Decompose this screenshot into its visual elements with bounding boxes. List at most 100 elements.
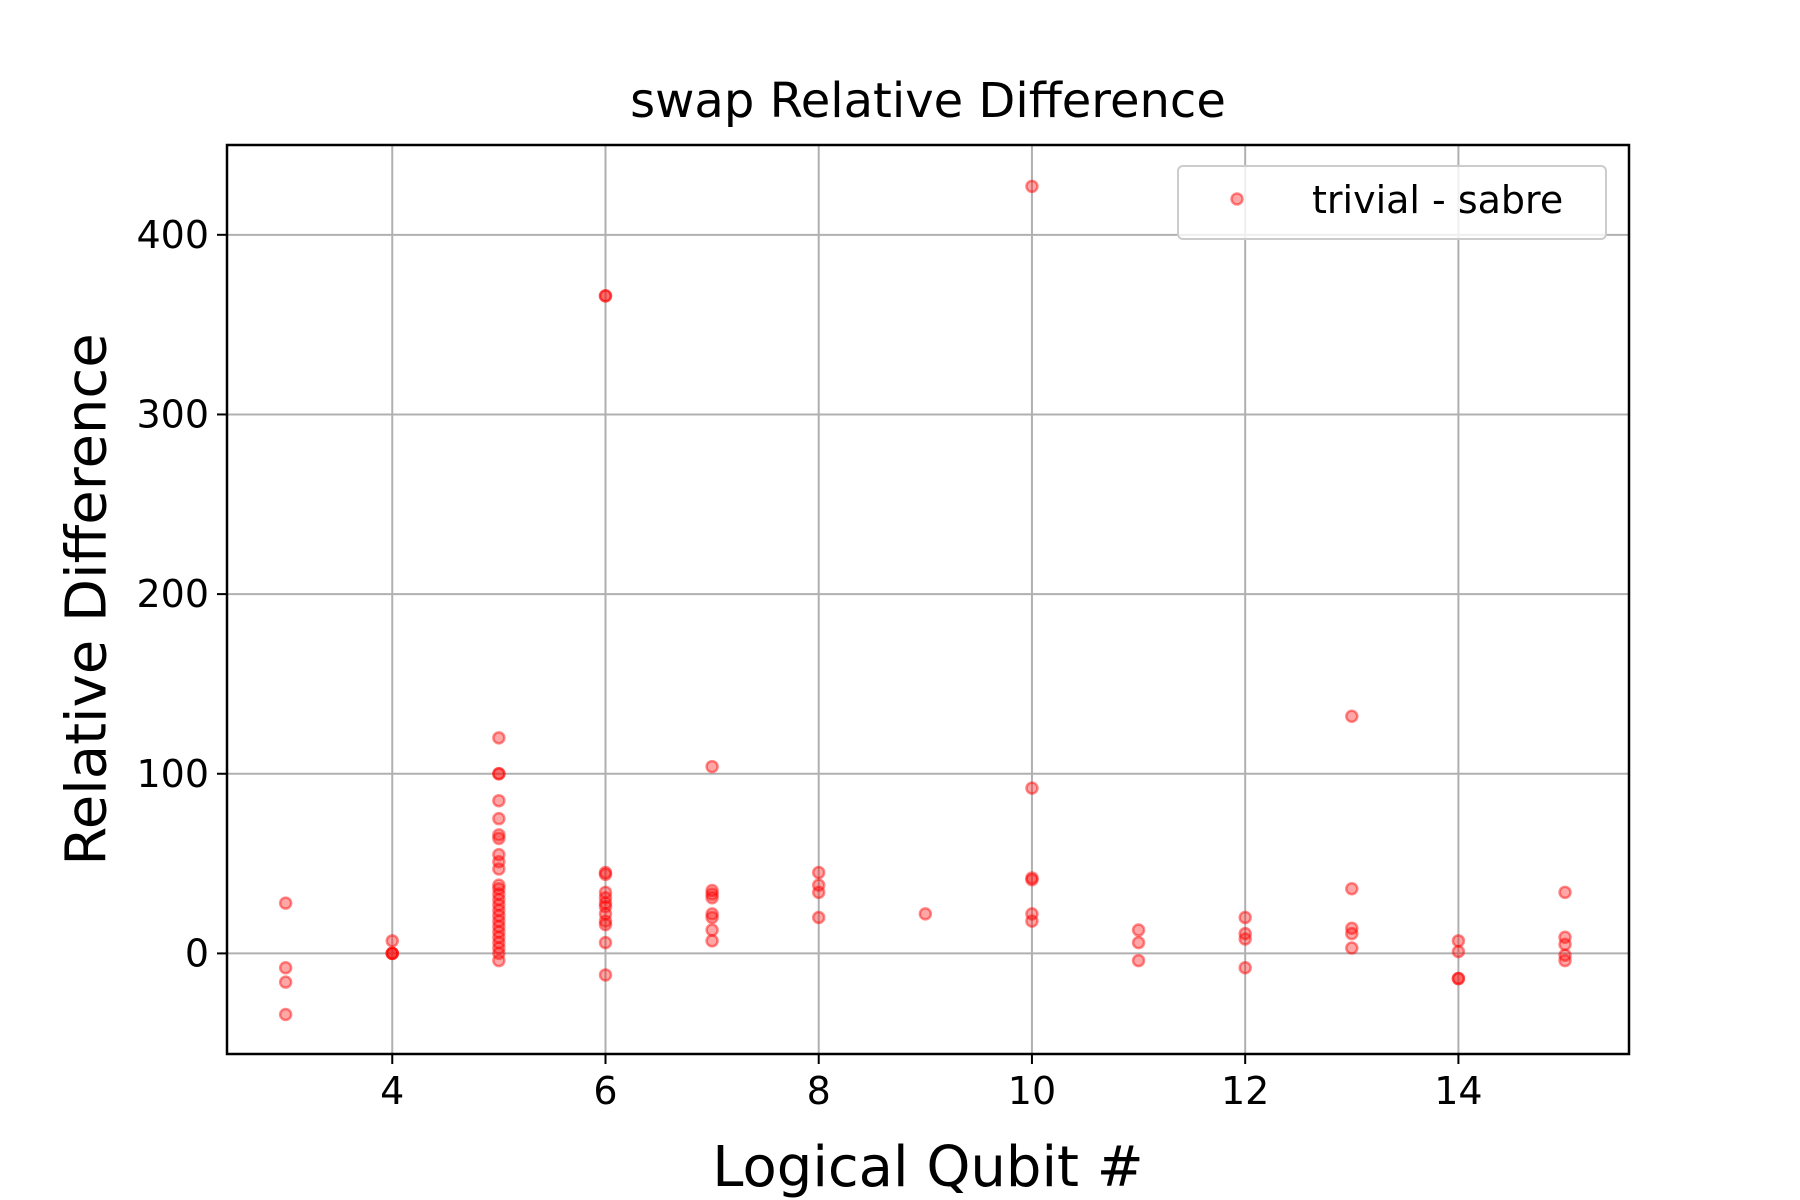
data-point bbox=[705, 923, 719, 937]
data-point bbox=[811, 885, 826, 900]
data-point bbox=[1451, 971, 1466, 986]
data-point bbox=[1451, 944, 1466, 959]
data-point bbox=[1131, 953, 1146, 968]
data-point bbox=[598, 914, 613, 928]
data-point bbox=[1451, 934, 1466, 948]
data-point bbox=[1345, 709, 1359, 724]
chart-title: swap Relative Difference bbox=[630, 73, 1226, 129]
data-point bbox=[705, 887, 719, 901]
data-point bbox=[492, 878, 506, 892]
data-point bbox=[598, 289, 613, 303]
data-point bbox=[598, 899, 613, 914]
data-point bbox=[1345, 921, 1359, 935]
data-point bbox=[492, 903, 506, 918]
data-point bbox=[492, 925, 506, 939]
data-point bbox=[598, 867, 613, 882]
data-point bbox=[1025, 872, 1039, 887]
data-point bbox=[278, 896, 293, 910]
data-points bbox=[278, 179, 1572, 1022]
data-point bbox=[1025, 781, 1039, 795]
y-axis-label: Relative Difference bbox=[55, 333, 120, 865]
data-point bbox=[492, 847, 506, 862]
data-point bbox=[385, 946, 400, 961]
y-tick-label: 300 bbox=[136, 392, 209, 436]
data-point bbox=[598, 907, 613, 921]
data-point bbox=[385, 934, 400, 948]
x-tick-label: 14 bbox=[1434, 1069, 1482, 1113]
data-point bbox=[492, 793, 506, 808]
data-point bbox=[1558, 953, 1572, 968]
x-tick-label: 12 bbox=[1221, 1069, 1269, 1113]
data-point bbox=[598, 865, 613, 880]
legend-entry-label: trivial - sabre bbox=[1312, 178, 1563, 222]
data-point bbox=[811, 878, 826, 892]
data-point bbox=[492, 811, 506, 826]
data-point bbox=[705, 934, 719, 948]
data-point bbox=[492, 855, 506, 869]
plot-frame bbox=[225, 143, 1631, 1056]
data-point bbox=[1558, 948, 1572, 962]
data-point bbox=[1025, 179, 1039, 194]
data-point bbox=[811, 865, 826, 880]
data-point bbox=[492, 731, 506, 745]
data-point bbox=[1451, 971, 1466, 986]
data-point bbox=[1345, 941, 1359, 955]
data-point bbox=[598, 885, 613, 900]
y-tick-label: 100 bbox=[136, 752, 209, 796]
data-point bbox=[1131, 935, 1146, 950]
data-point bbox=[492, 831, 506, 846]
y-tick-label: 400 bbox=[136, 213, 209, 257]
data-point bbox=[598, 968, 613, 982]
data-point bbox=[705, 890, 719, 905]
x-tick-label: 6 bbox=[593, 1069, 617, 1113]
data-point bbox=[492, 767, 506, 781]
data-point bbox=[492, 930, 506, 944]
data-point bbox=[811, 910, 826, 925]
grid bbox=[227, 145, 1629, 1054]
data-point bbox=[278, 975, 293, 989]
axis-ticks: 4 6 8 10 12 14 0 100 200 300 400 bbox=[136, 213, 1482, 1113]
data-point bbox=[278, 961, 293, 975]
data-point bbox=[598, 917, 613, 932]
data-point bbox=[1238, 926, 1252, 941]
data-point bbox=[492, 881, 506, 896]
data-point bbox=[492, 919, 506, 934]
data-point bbox=[492, 862, 506, 876]
data-point bbox=[492, 898, 506, 912]
data-point bbox=[1558, 885, 1572, 900]
data-point bbox=[1025, 907, 1039, 921]
data-point bbox=[492, 953, 506, 968]
legend: trivial - sabre bbox=[1177, 165, 1607, 240]
legend-marker bbox=[1230, 192, 1244, 206]
data-point bbox=[1345, 881, 1359, 896]
data-point bbox=[1131, 923, 1146, 937]
data-point bbox=[1558, 937, 1572, 952]
data-point bbox=[492, 767, 506, 781]
data-point bbox=[278, 1007, 293, 1022]
data-point bbox=[385, 946, 400, 961]
data-point bbox=[598, 935, 613, 950]
data-point bbox=[918, 907, 933, 921]
data-point bbox=[598, 289, 613, 303]
data-point bbox=[1238, 910, 1252, 925]
data-point bbox=[598, 890, 613, 905]
data-point bbox=[492, 914, 506, 928]
data-point bbox=[705, 907, 719, 921]
data-point bbox=[492, 892, 506, 907]
y-tick-label: 0 bbox=[185, 931, 209, 975]
legend-box bbox=[1177, 165, 1607, 240]
x-tick-label: 4 bbox=[380, 1069, 404, 1113]
data-point bbox=[1238, 961, 1252, 975]
data-point bbox=[492, 887, 506, 901]
data-point bbox=[492, 935, 506, 950]
data-point bbox=[492, 908, 506, 923]
data-point bbox=[1558, 930, 1572, 944]
data-point bbox=[492, 946, 506, 961]
data-point bbox=[1238, 932, 1252, 946]
data-point bbox=[492, 828, 506, 842]
data-point bbox=[705, 883, 719, 898]
data-point bbox=[1025, 871, 1039, 885]
x-tick-label: 10 bbox=[1008, 1069, 1056, 1113]
data-point bbox=[705, 910, 719, 925]
